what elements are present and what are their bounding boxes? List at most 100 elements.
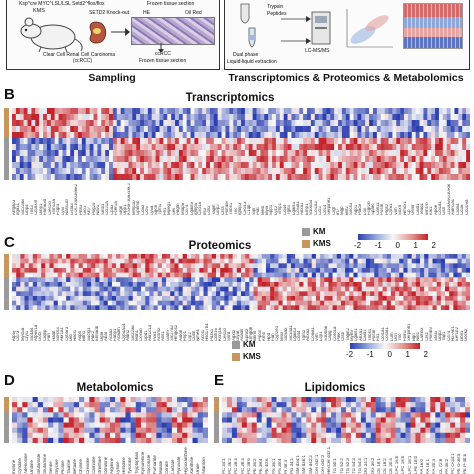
heatmap-cell [380,174,385,180]
heatmap-cell [314,156,319,163]
heatmap-cell [365,300,371,306]
heatmap-cell [225,114,230,121]
heatmap-cell [435,174,440,180]
heatmap-cell [440,282,446,287]
heatmap-cell [384,108,389,115]
heatmap-cell [178,132,183,139]
heatmap-cell [99,296,104,301]
heatmap-cell [291,422,297,428]
heatmap-cell [58,417,64,423]
heatmap-cell [68,402,75,408]
heatmap-cell [314,120,319,127]
group-annotation-cell [4,427,9,433]
heatmap-cell [425,402,431,408]
heatmap-cell [39,132,44,139]
heatmap-cell [246,407,252,413]
heatmap-cell [321,412,327,418]
heatmap-cell [161,286,167,292]
heatmap-cell [124,277,129,283]
heatmap-cell [345,291,350,297]
heatmap-cell [424,277,429,283]
heatmap-cell [431,174,436,180]
heatmap-cell [128,282,133,287]
heatmap-cell [41,263,46,269]
heatmap-cell [261,427,267,433]
heatmap-cell [16,296,21,301]
heatmap-cell [458,132,463,139]
heatmap-cell [120,296,125,301]
heatmap-cell [149,277,154,283]
heatmap-cell [257,263,263,269]
heatmap-cell [445,432,451,439]
heatmap-cell [338,168,343,175]
heatmap-cell [415,300,421,306]
heatmap-cell [326,114,331,121]
heatmap-cell [403,286,408,292]
heatmap-cell [103,291,108,297]
heatmap-cell [361,108,366,115]
heatmap-cell [257,291,263,297]
heatmap-cell [203,277,208,283]
heatmap-cell [316,402,322,408]
heatmap-cell [209,144,215,151]
heatmap-cell [86,254,92,259]
heatmap-cell [279,150,284,157]
heatmap-cell [151,132,156,139]
heatmap-cell [307,277,312,283]
heatmap-cell [23,168,28,175]
heatmap-cell [384,162,389,169]
heatmap-cell [423,168,428,175]
heatmap-cell [195,263,200,269]
heatmap-cell [268,126,273,133]
heatmap-cell [77,150,83,157]
heatmap-cell [174,286,179,292]
heatmap-cell [94,417,100,423]
heatmap-cell [226,432,233,439]
heatmap-cell [257,268,263,273]
heatmap-cell [178,126,183,133]
heatmap-cell [157,305,163,310]
heatmap-cell [182,282,188,287]
heatmap-cell [16,305,21,310]
heatmap-cell [407,108,412,115]
heatmap-cell [332,305,337,310]
heatmap-cell [63,402,69,408]
heatmap-cell [282,272,287,278]
heatmap-cell [136,126,141,133]
heatmap-cell [350,417,357,423]
heatmap-cell [322,132,327,139]
heatmap-cell [161,296,167,301]
heatmap-cell [217,126,222,133]
heatmap-cell [37,422,44,428]
heatmap-cell [427,108,432,115]
heatmap-cell [222,407,228,413]
heatmap-cell [36,272,42,278]
heatmap-cell [128,132,133,139]
heatmap-cell [149,272,154,278]
heatmap-cell [58,397,64,403]
heatmap-cell [125,432,131,439]
heatmap-cell [229,156,234,163]
heatmap-cell [380,126,385,133]
axis-label: Serpinh1 [407,323,412,341]
heatmap-cell [438,108,444,115]
heatmap-cell [241,305,246,310]
heatmap-cell [16,258,21,264]
heatmap-cell [266,402,272,408]
heatmap-cell [253,277,258,283]
heatmap-cell [296,427,302,433]
heatmap-cell [246,437,252,443]
heatmap-cell [236,277,242,283]
heatmap-cell [266,427,272,433]
heatmap-cell [140,427,147,433]
heatmap-cell [182,402,188,408]
heatmap-cell [147,144,152,151]
heatmap-cell [166,277,171,283]
heatmap-cell [442,132,447,139]
heatmap-cell [252,108,257,115]
heatmap-cell [241,402,247,408]
heatmap-cell [338,126,343,133]
heatmap-cell [336,291,342,297]
heatmap-cell [326,427,332,433]
heatmap-cell [89,437,95,443]
